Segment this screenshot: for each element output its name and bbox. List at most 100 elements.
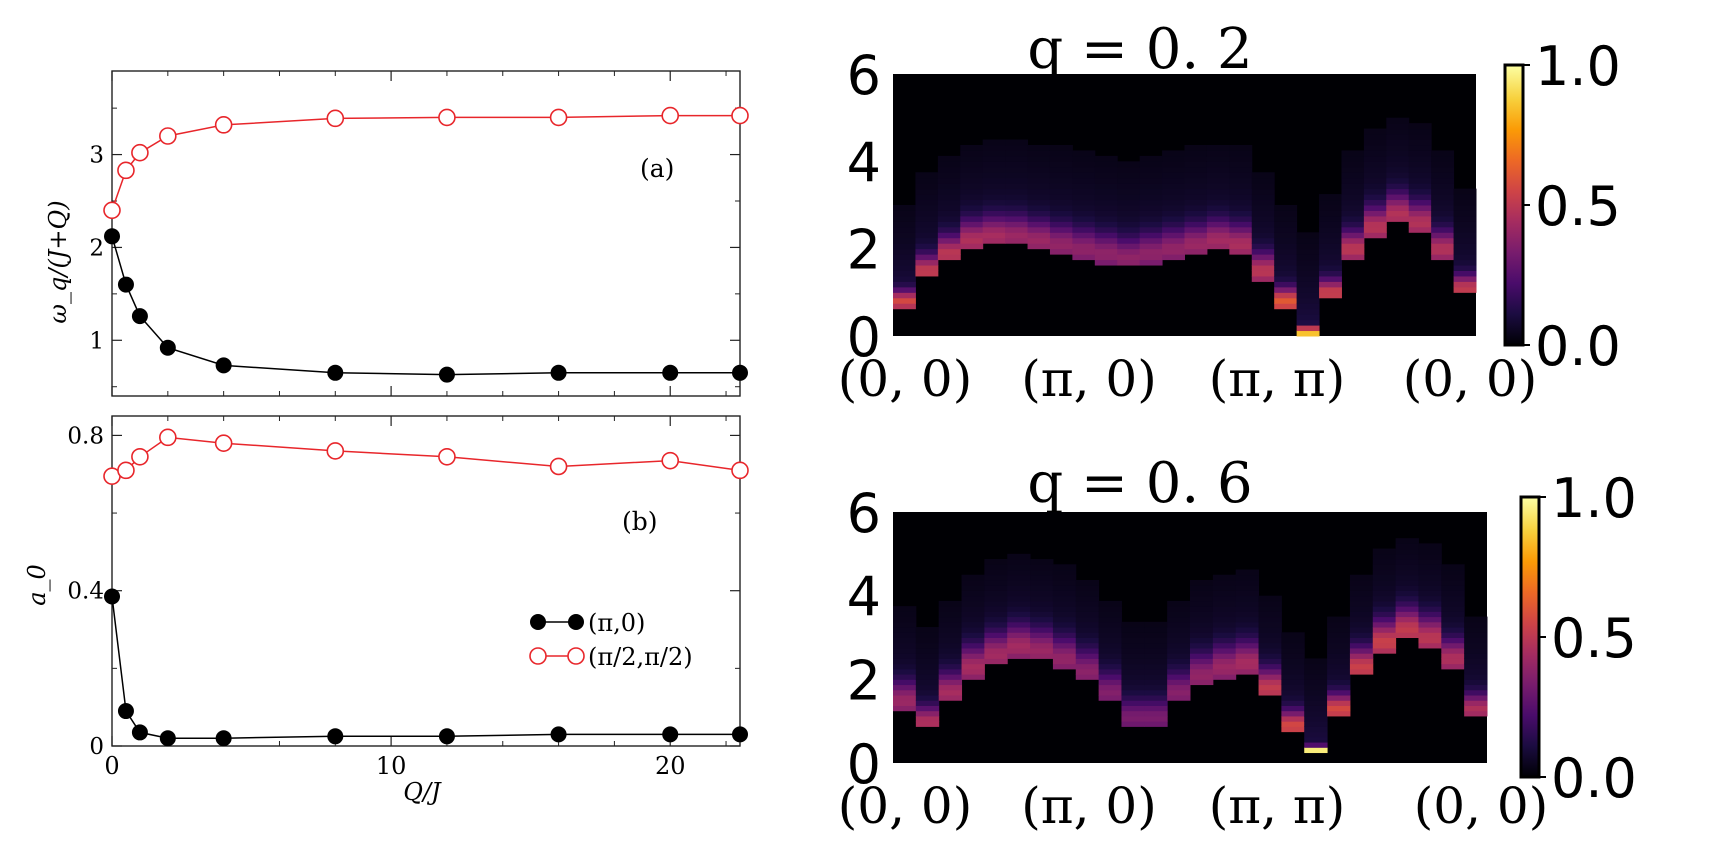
heatmap-cell (1281, 674, 1305, 680)
heatmap-cell (1117, 254, 1141, 261)
heatmap-cell (1005, 161, 1029, 168)
heatmap-q06: q = 0. 6 0 2 4 6 (0, 0) (π, 0) (π, π) (0, 0) 0.… (838, 451, 1637, 835)
heatmap-cell (1121, 710, 1145, 717)
heatmap-cell (1281, 647, 1305, 654)
heatmap-cell (1235, 627, 1260, 633)
heatmap-cell (915, 632, 940, 638)
heatmap-cell (1349, 642, 1374, 649)
heatmap-cell (1281, 726, 1305, 733)
heatmap-cell (1229, 232, 1253, 239)
heatmap-cell (1190, 585, 1214, 591)
heatmap-cell (1007, 569, 1031, 576)
heatmap-cell (1341, 166, 1365, 173)
heatmap-cell (1464, 637, 1488, 644)
legend: (π,0) (π/2,π/2) (529, 609, 693, 671)
heatmap-cell (1319, 226, 1342, 233)
heatmap-cell (1027, 144, 1051, 151)
heatmap-cell (1229, 210, 1253, 217)
heatmap-cell (960, 144, 984, 151)
heatmap-cell (893, 689, 917, 696)
heatmap-cell (1049, 188, 1073, 195)
heatmap-cell (984, 564, 1008, 571)
heatmap-cell (938, 684, 963, 691)
heatmap-cell (1386, 210, 1410, 217)
heatmap-cell (938, 632, 963, 638)
heatmap-cell (1464, 679, 1488, 686)
heatmap-cell (1030, 590, 1054, 597)
heatmap-cell (1408, 172, 1432, 179)
heatmap-cell (1212, 668, 1237, 675)
heatmap-cell (1121, 627, 1145, 633)
heatmap-cell (1121, 695, 1145, 701)
heatmap-cell (1094, 210, 1118, 217)
heatmap-cell (1395, 543, 1419, 550)
heatmap-cell (1251, 265, 1275, 271)
heatmap-cell (961, 637, 985, 644)
heatmap-cell (1121, 715, 1145, 722)
heatmap-cell (1167, 600, 1191, 607)
heatmap-cell (1341, 199, 1365, 206)
heatmap-cell (1075, 627, 1100, 633)
heatmap-cell (1349, 606, 1374, 612)
data-point-pi0 (732, 364, 748, 381)
heatmap-cell (938, 689, 963, 696)
heatmap-cell (915, 254, 939, 261)
series-line-pi2 (111, 436, 741, 477)
heatmap-cell (982, 210, 1006, 217)
heatmap-cell (1363, 210, 1387, 217)
heatmap-cell (982, 144, 1006, 151)
data-point-pi2 (131, 143, 149, 162)
heatmap-cell (1052, 564, 1077, 571)
x-tick-label: (0, 0) (1403, 350, 1537, 408)
heatmap-cell (984, 595, 1008, 602)
heatmap-cell (1072, 194, 1096, 201)
heatmap-cell (1408, 188, 1432, 195)
heatmap-cell (1049, 177, 1073, 184)
heatmap-cell (1386, 183, 1410, 190)
heatmap-cell (893, 668, 917, 675)
heatmap-cell (982, 194, 1006, 201)
heatmap-cell (1098, 632, 1122, 638)
heatmap-cell (915, 627, 940, 633)
heatmap-cell (1075, 595, 1100, 602)
heatmap-cell (1005, 172, 1029, 179)
heatmap-cell (1418, 543, 1442, 550)
heatmap-cell (1167, 616, 1191, 623)
heatmap-cell (1212, 600, 1237, 607)
heatmap-cell (937, 210, 961, 217)
heatmap-cell (1408, 177, 1432, 184)
heatmap-cell (1206, 210, 1230, 217)
heatmap-cell (1341, 232, 1365, 239)
heatmap-cell (1052, 600, 1077, 607)
heatmap-cell (1094, 194, 1118, 201)
heatmap-cell (1258, 642, 1282, 649)
heatmap-cell (1281, 705, 1305, 712)
heatmap-cell (1395, 621, 1419, 628)
heatmap-cell (984, 632, 1008, 638)
heatmap-cell (1139, 199, 1163, 206)
heatmap-cell (1030, 611, 1054, 618)
heatmap-cell (1007, 653, 1031, 659)
heatmap-cell (1441, 569, 1465, 576)
heatmap-cell (960, 226, 984, 233)
heatmap-cell (1386, 139, 1410, 146)
heatmap-cell (1184, 183, 1208, 190)
heatmap-cell (1144, 684, 1168, 691)
heatmap-cell (1363, 155, 1387, 162)
heatmap-cell (1162, 188, 1185, 195)
heatmap-cell (1144, 637, 1168, 644)
heatmap-cell (1251, 270, 1275, 277)
heatmap-cell (1319, 194, 1342, 201)
heatmap-cell (1327, 674, 1351, 680)
heatmap-cell (1274, 243, 1298, 250)
heatmap-cell (1441, 647, 1465, 654)
colorbar-tick-label: 1.0 (1535, 35, 1621, 98)
heatmap-cell (1007, 637, 1031, 644)
heatmap-cell (1453, 215, 1477, 222)
heatmap-cell (1139, 205, 1163, 211)
heatmap-cell (1441, 616, 1465, 623)
heatmap-cell (1212, 616, 1237, 623)
heatmap-cell (1121, 668, 1145, 675)
heatmap-cell (1030, 569, 1054, 576)
heatmap-cell (1206, 237, 1230, 244)
